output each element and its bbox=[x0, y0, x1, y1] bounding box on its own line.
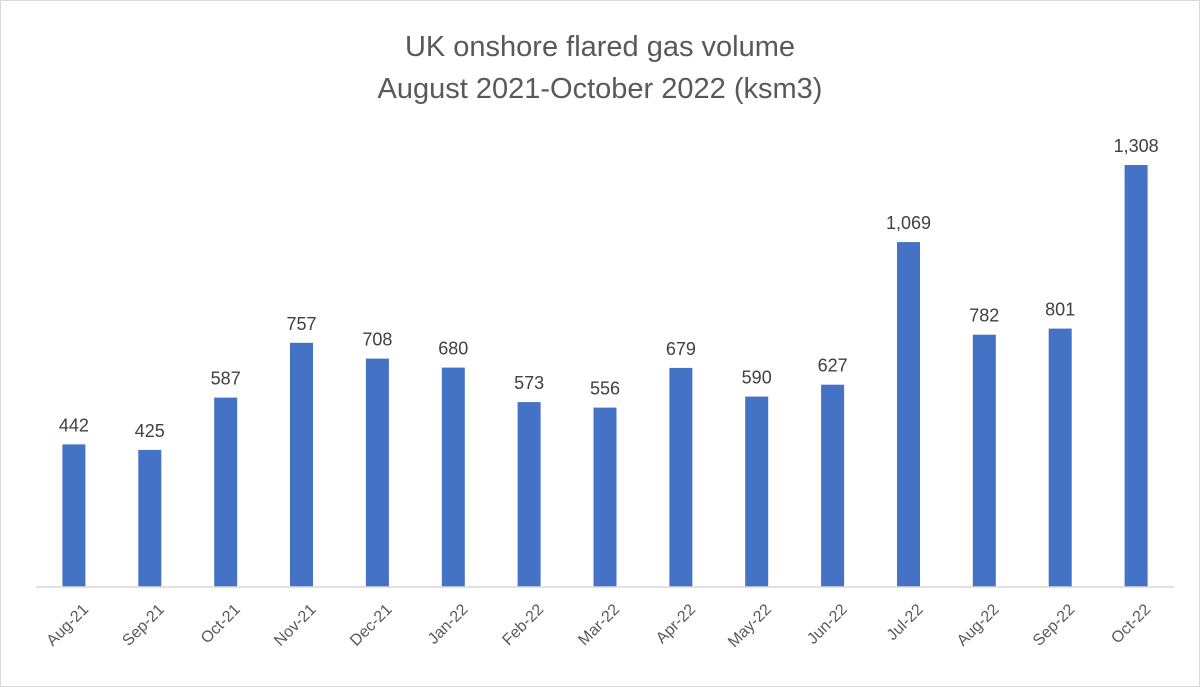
value-label-jul-22: 1,069 bbox=[886, 213, 931, 233]
value-label-aug-21: 442 bbox=[59, 415, 89, 435]
bar-may-22 bbox=[745, 396, 769, 587]
x-tick-label-oct-21: Oct-21 bbox=[198, 601, 244, 647]
x-tick-label-feb-22: Feb-22 bbox=[499, 601, 547, 649]
bar-nov-21 bbox=[290, 342, 313, 587]
x-tick-label-jan-22: Jan-22 bbox=[425, 601, 472, 648]
value-label-nov-21: 757 bbox=[286, 314, 316, 334]
value-label-mar-22: 556 bbox=[590, 379, 620, 399]
value-label-dec-21: 708 bbox=[362, 330, 392, 350]
bar-sep-21 bbox=[138, 449, 162, 587]
x-tick-label-jul-22: Jul-22 bbox=[884, 601, 927, 644]
bar-jan-22 bbox=[441, 367, 465, 587]
bars-group bbox=[62, 165, 1148, 587]
bar-mar-22 bbox=[593, 407, 617, 587]
bar-oct-22 bbox=[1124, 165, 1148, 587]
value-label-feb-22: 573 bbox=[514, 373, 544, 393]
bar-apr-22 bbox=[669, 367, 693, 587]
x-tick-label-mar-22: Mar-22 bbox=[575, 601, 623, 649]
bar-dec-21 bbox=[365, 358, 389, 587]
x-tick-label-sep-21: Sep-21 bbox=[119, 601, 168, 650]
value-label-oct-22: 1,308 bbox=[1114, 136, 1159, 156]
x-tick-label-aug-22: Aug-22 bbox=[954, 601, 1003, 650]
chart-title: UK onshore flared gas volume bbox=[404, 31, 796, 63]
x-tick-label-apr-22: Apr-22 bbox=[653, 601, 699, 647]
bar-jun-22 bbox=[821, 384, 845, 587]
x-tick-label-dec-21: Dec-21 bbox=[347, 601, 396, 650]
x-tick-label-oct-22: Oct-22 bbox=[1108, 601, 1154, 647]
value-label-oct-21: 587 bbox=[211, 369, 241, 389]
x-tick-label-may-22: May-22 bbox=[725, 601, 775, 651]
bar-aug-22 bbox=[972, 334, 996, 587]
bar-oct-21 bbox=[214, 397, 238, 587]
chart-subtitle: August 2021-October 2022 (ksm3) bbox=[377, 73, 823, 105]
x-tick-labels-group: Aug-21 Sep-21 Oct-21 Nov-21 Dec-21 Jan-22 Feb-… bbox=[44, 601, 1155, 651]
value-labels-group: 442 425 587 757 708 680 573 556 679 590 627 1,069 78… bbox=[59, 136, 1159, 441]
value-label-apr-22: 679 bbox=[666, 339, 696, 359]
bar-aug-21 bbox=[62, 444, 86, 587]
x-tick-label-nov-21: Nov-21 bbox=[271, 601, 320, 650]
value-label-aug-22: 782 bbox=[969, 306, 999, 326]
bar-sep-22 bbox=[1048, 328, 1072, 587]
value-label-jan-22: 680 bbox=[438, 339, 468, 359]
value-label-may-22: 590 bbox=[742, 368, 772, 388]
value-label-jun-22: 627 bbox=[818, 356, 848, 376]
x-tick-label-jun-22: Jun-22 bbox=[804, 601, 851, 648]
chart-title-block: UK onshore flared gas volume August 2021… bbox=[0, 26, 1200, 110]
value-label-sep-21: 425 bbox=[135, 421, 165, 441]
x-tick-label-aug-21: Aug-21 bbox=[44, 601, 93, 650]
bar-jul-22 bbox=[897, 242, 920, 587]
x-tick-label-sep-22: Sep-22 bbox=[1030, 601, 1079, 650]
bar-feb-22 bbox=[517, 402, 541, 587]
value-label-sep-22: 801 bbox=[1045, 300, 1075, 320]
